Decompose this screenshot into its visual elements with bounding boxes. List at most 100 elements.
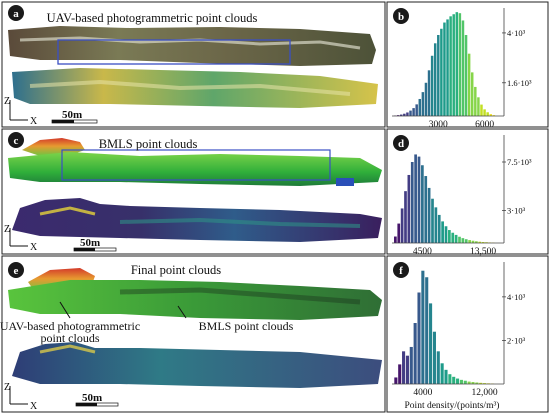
panel-f-badge <box>393 262 409 278</box>
hist-d-bar <box>481 242 485 243</box>
panel-a-scale-bar-fill <box>52 120 74 123</box>
panel-a-scale-label: 50m <box>62 109 82 121</box>
panel-d-badge <box>393 135 409 151</box>
hist-b-bar <box>483 109 486 116</box>
panel-c: c BMLS point clouds Z X 50m <box>4 132 382 253</box>
hist-f-bar <box>452 376 456 384</box>
panel-c-frame <box>1 128 386 255</box>
hist-d-xtick: 4500 <box>413 247 432 257</box>
hist-d-bar <box>404 191 407 243</box>
histogram-b: 3000 6000 4·10³ 1.6·10³ <box>392 8 532 130</box>
panel-e-scale-bar-fill <box>76 403 97 406</box>
hist-b-bar <box>443 22 446 116</box>
final-density-pointcloud <box>12 342 382 388</box>
hist-b-xtick: 3000 <box>429 120 448 130</box>
panel-e-arrow-bmls <box>177 305 187 319</box>
hist-f-bar <box>413 323 417 384</box>
hist-b-bar <box>430 55 434 116</box>
hist-b-bar <box>464 35 468 116</box>
panel-a-z-letter: Z <box>4 96 10 107</box>
panel-e-annot-uav-1: UAV-based photogrammetric <box>0 319 140 333</box>
hist-d-bar <box>410 162 414 243</box>
panel-f-letter: f <box>399 265 403 277</box>
hist-b-xtick: 6000 <box>475 120 494 130</box>
panel-f-frame <box>386 255 549 413</box>
hist-f-bar <box>467 381 471 384</box>
hist-f-bar <box>432 331 436 384</box>
hist-f-ytick: 4·10³ <box>507 292 526 302</box>
uav-rgb-pointcloud <box>8 26 376 66</box>
hist-d-bar <box>400 208 404 243</box>
hist-f-bar <box>448 374 452 384</box>
hist-b-bar <box>474 86 477 116</box>
hist-d-bar <box>444 226 448 243</box>
panel-a-title: UAV-based photogrammetric point clouds <box>47 11 258 25</box>
hist-f-bar <box>483 383 487 384</box>
hist-d-ytick: 3·10³ <box>507 206 526 216</box>
hist-d-bar <box>434 207 438 243</box>
hist-f-bar <box>402 351 406 384</box>
panel-e-annot-uav-2: point clouds <box>41 331 100 345</box>
hist-d-ytick: 7.5·10³ <box>507 157 532 167</box>
hist-b-bar <box>409 110 412 116</box>
hist-f-bar <box>417 292 421 384</box>
hist-f-bar <box>436 351 440 384</box>
bmls-selection-box <box>61 149 331 181</box>
bmls-elevation-pointcloud <box>8 152 382 186</box>
hist-d-bar <box>471 240 475 243</box>
hist-b-bar <box>400 114 403 116</box>
panel-a-badge <box>8 5 24 21</box>
uav-selection-box <box>57 39 291 65</box>
hist-d-bar <box>407 174 411 243</box>
hist-b-bar <box>477 97 480 116</box>
hist-f-bar <box>429 303 433 384</box>
hist-b-bar <box>455 12 459 116</box>
bmls-density-hot <box>39 206 96 216</box>
hist-b-bar <box>470 72 474 116</box>
hist-b-ytick: 4·10³ <box>507 28 526 38</box>
hist-b-bar <box>480 104 483 116</box>
panel-c-scale-bar-fill <box>74 248 95 251</box>
histogram-f: 4000 12,000 4·10³ 2·10³ <box>392 262 526 398</box>
hist-d-bar <box>431 198 434 243</box>
hist-b-bar <box>396 115 400 116</box>
hist-b-ytick: 1.6·10³ <box>507 78 532 88</box>
hist-d-bar <box>414 154 417 243</box>
panel-b-frame <box>386 1 549 128</box>
hist-f-bar <box>440 363 444 384</box>
hist-d-xtick: 13,500 <box>470 247 496 257</box>
hist-f-bar <box>463 380 467 384</box>
panel-e-badge <box>8 262 24 278</box>
hist-b-bar <box>415 104 418 116</box>
panel-e: e Final point clouds UAV-based photogram… <box>0 262 382 412</box>
panel-e-letter: e <box>14 265 19 277</box>
hist-b-bar <box>406 112 409 116</box>
hist-b-bar <box>412 108 415 116</box>
histogram-d: 4500 13,500 7.5·10³ 3·10³ <box>392 135 532 257</box>
panel-c-scale-label: 50m <box>80 237 100 249</box>
hist-f-bar <box>459 379 463 384</box>
hist-f-bar <box>425 277 429 384</box>
hist-d-bar <box>417 156 421 243</box>
hist-b-bar <box>458 13 462 116</box>
hist-b-bar <box>446 19 449 117</box>
hist-f-bar <box>409 346 413 384</box>
panel-d-frame <box>386 128 549 255</box>
hist-b-bar <box>424 82 428 116</box>
panel-e-frame <box>1 255 386 413</box>
hist-d-bar <box>451 232 455 243</box>
hist-b-bar <box>467 53 471 116</box>
hist-d-bar <box>397 223 401 243</box>
hist-d-bar <box>464 239 468 243</box>
panel-e-x-letter: X <box>30 401 38 412</box>
hist-b-bar <box>492 115 496 116</box>
hist-d-bar <box>394 236 397 243</box>
hist-b-bar <box>486 112 489 116</box>
hist-f-bar <box>475 382 479 384</box>
final-shadow <box>119 287 361 305</box>
panel-e-z-letter: Z <box>4 382 10 393</box>
panel-a-frame <box>1 1 386 128</box>
bmls-terrain-peak <box>22 138 85 156</box>
hist-b-bar <box>403 113 406 116</box>
hist-f-xtick: 12,000 <box>472 388 498 398</box>
